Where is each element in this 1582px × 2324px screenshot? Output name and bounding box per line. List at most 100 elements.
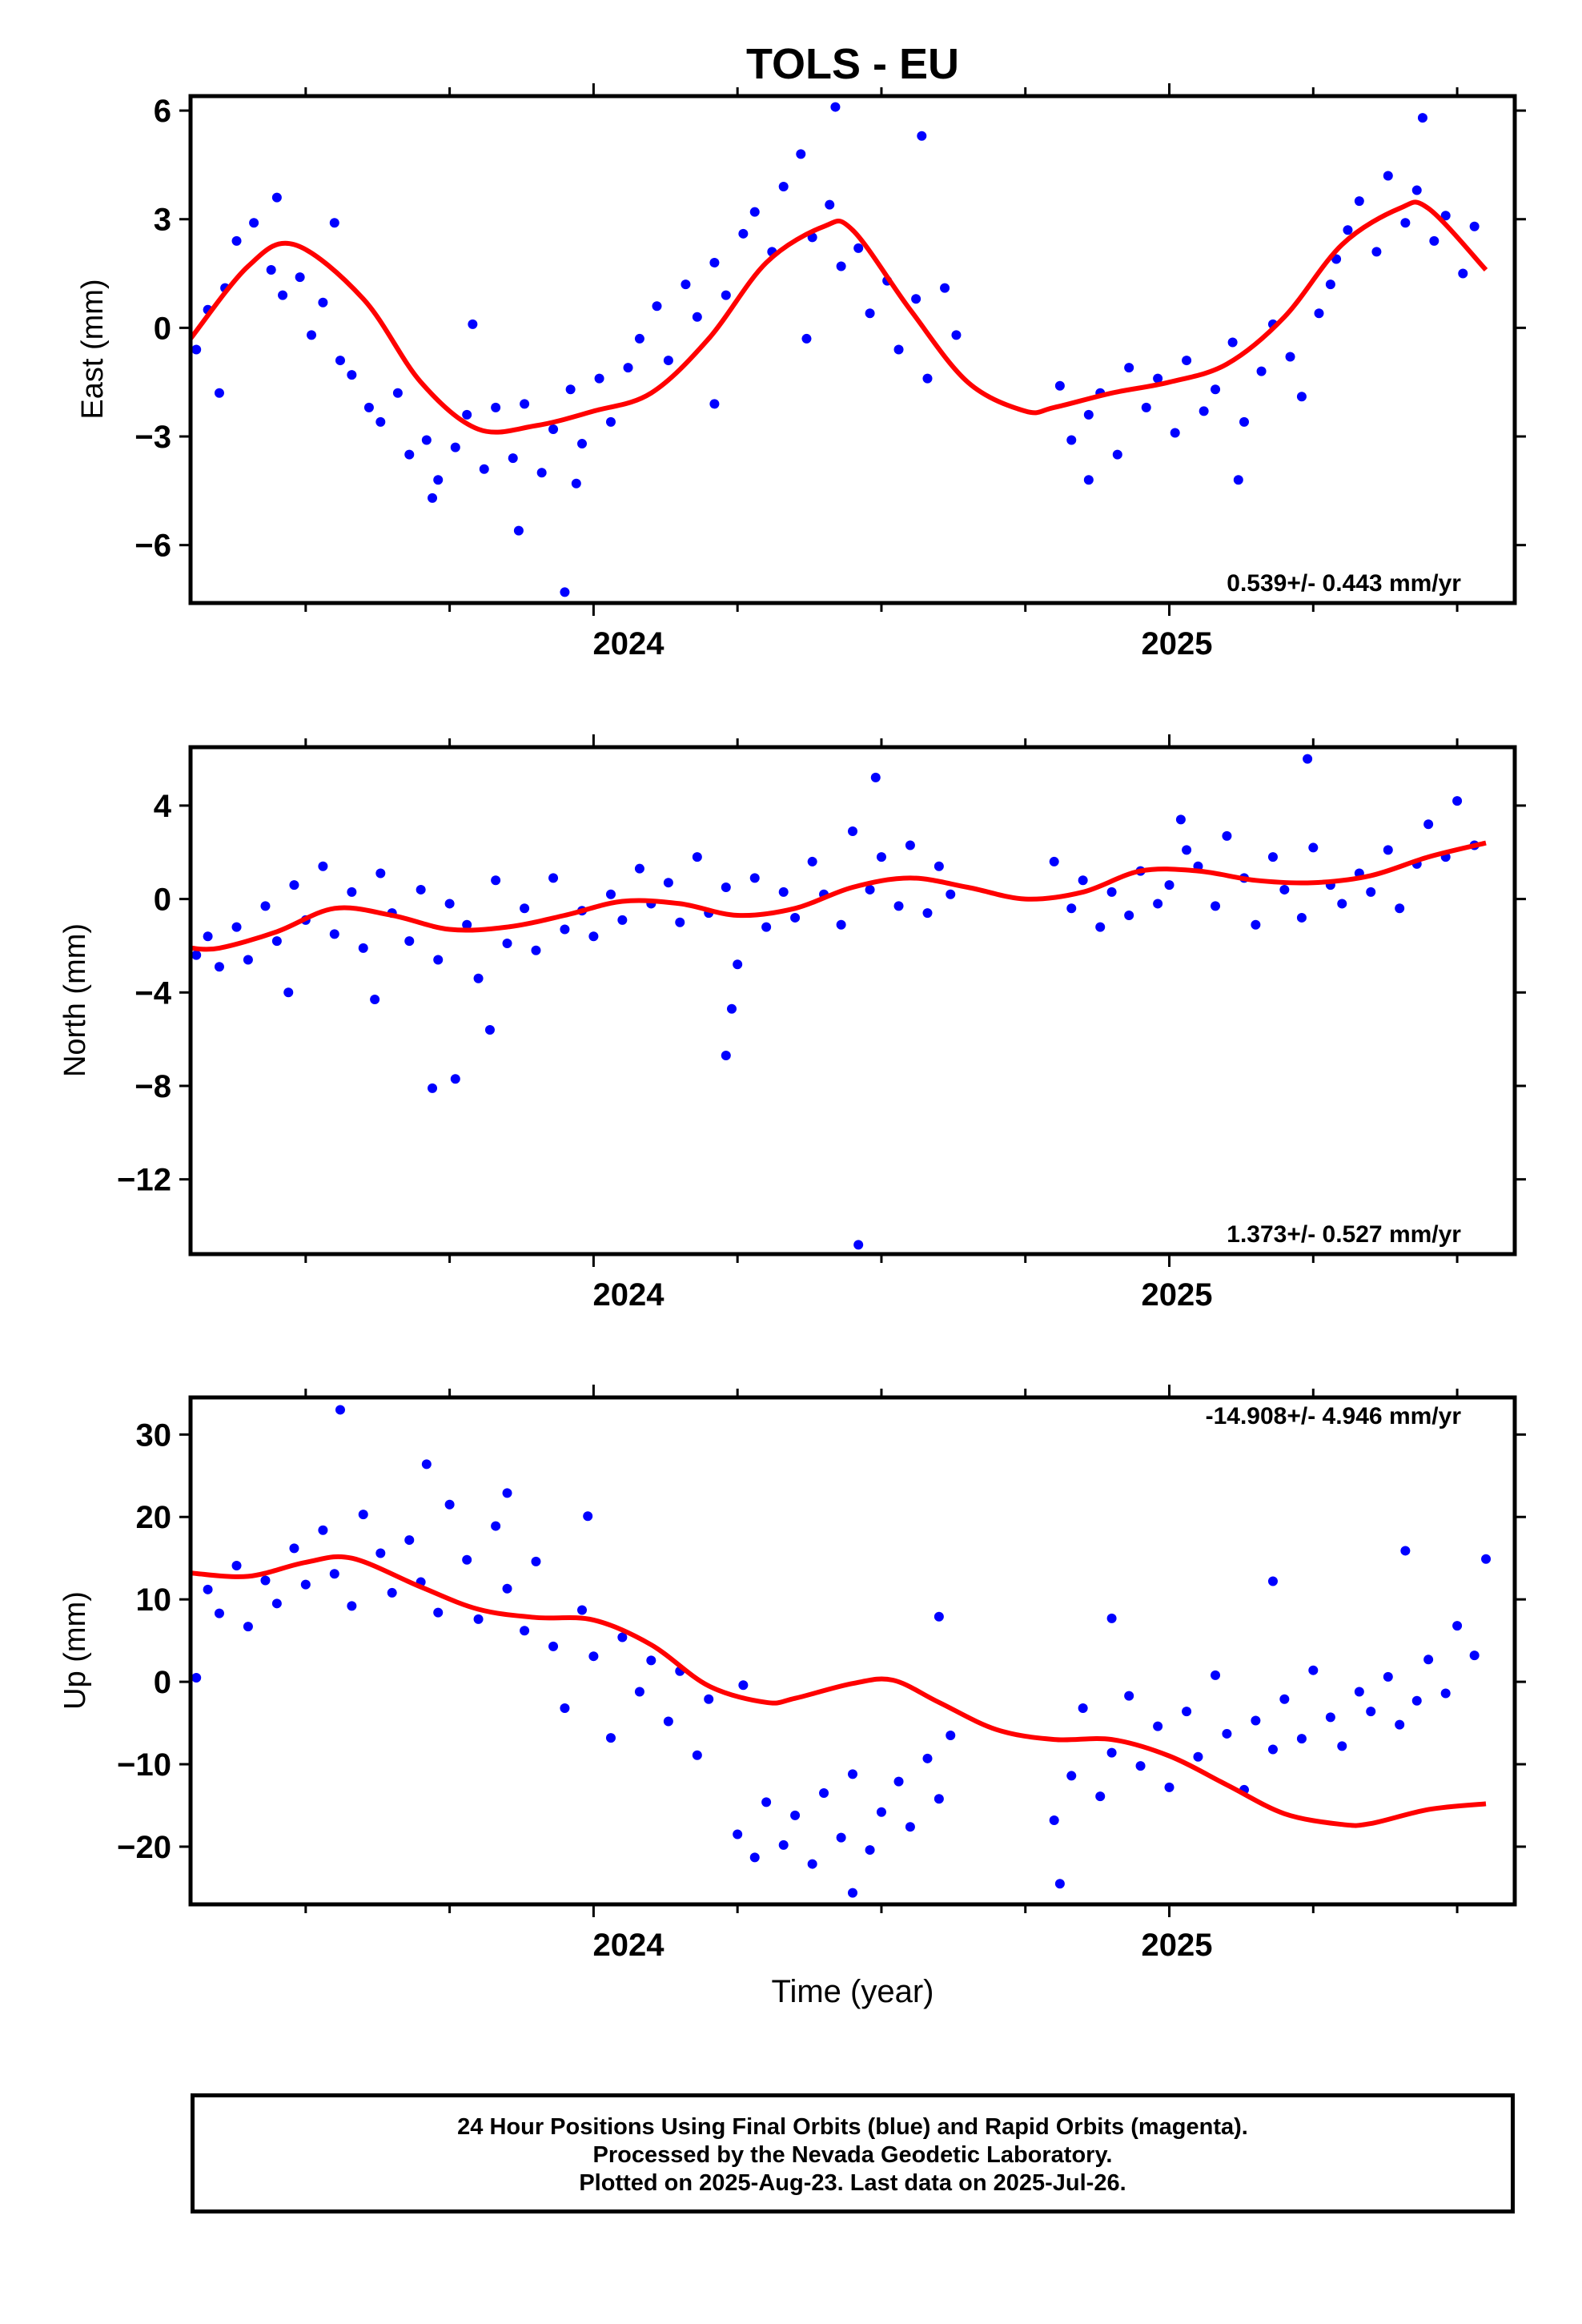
panel-north: −12 −8 −4 0 4 North (mm) 1.373+/- 0.527 mm/y… xyxy=(58,734,1526,1313)
north-data-point xyxy=(428,1083,438,1093)
north-data-point xyxy=(1078,875,1088,886)
north-model-curve xyxy=(190,840,1487,952)
up-xtick-label-2024: 2024 xyxy=(593,1928,665,1963)
north-rate-label: 1.373+/- 0.527 mm/yr xyxy=(1227,1221,1461,1248)
up-model-curve xyxy=(190,1554,1487,1828)
east-data-point xyxy=(865,308,875,319)
up-data-point xyxy=(646,1655,656,1666)
north-data-point xyxy=(1049,856,1059,866)
east-data-point xyxy=(801,333,812,344)
up-data-point xyxy=(738,1680,749,1691)
up-data-point xyxy=(761,1797,772,1807)
north-xtick-label-2024: 2024 xyxy=(593,1277,665,1313)
north-data-point xyxy=(1175,814,1186,825)
east-xtick-label-2024: 2024 xyxy=(593,626,665,661)
up-data-point xyxy=(318,1525,328,1535)
east-data-point xyxy=(565,384,576,395)
up-data-point xyxy=(1193,1751,1203,1762)
north-data-point xyxy=(1308,842,1319,853)
north-data-point xyxy=(329,929,339,939)
up-data-point xyxy=(946,1731,956,1740)
north-data-point xyxy=(790,912,801,923)
east-data-point xyxy=(318,297,328,308)
east-data-point xyxy=(1325,279,1335,290)
east-data-point xyxy=(295,272,305,283)
north-data-point xyxy=(433,955,444,965)
up-data-point xyxy=(531,1556,541,1566)
east-data-point xyxy=(1343,225,1353,235)
up-ytick-label: −20 xyxy=(117,1830,171,1865)
north-data-point xyxy=(347,887,357,897)
east-data-point xyxy=(709,257,720,267)
north-data-point xyxy=(1106,887,1117,897)
north-data-point xyxy=(548,873,559,883)
up-data-point xyxy=(1211,1670,1221,1680)
figure-title: TOLS - EU xyxy=(746,40,959,88)
east-ytick-label: 3 xyxy=(154,203,171,238)
up-data-point xyxy=(243,1622,253,1632)
up-data-point xyxy=(433,1607,444,1618)
up-data-point xyxy=(1423,1655,1434,1665)
up-data-point xyxy=(502,1583,512,1594)
east-ytick-label: 6 xyxy=(154,94,171,129)
up-data-point xyxy=(1222,1728,1232,1739)
north-data-point xyxy=(761,922,772,932)
north-data-point xyxy=(1303,754,1313,764)
up-data-point xyxy=(1481,1554,1492,1564)
footer-line-2: Processed by the Nevada Geodetic Laborat… xyxy=(592,2142,1113,2168)
up-data-point xyxy=(462,1554,472,1565)
up-data-point xyxy=(1400,1546,1411,1556)
up-data-point xyxy=(1452,1621,1463,1631)
up-data-point xyxy=(790,1810,801,1820)
north-data-point xyxy=(484,1024,495,1035)
north-data-point xyxy=(318,861,328,871)
up-data-point xyxy=(922,1753,933,1763)
up-data-point xyxy=(1153,1721,1163,1731)
east-data-point xyxy=(214,388,224,398)
east-model-curve xyxy=(188,199,1488,435)
north-data-point xyxy=(1423,819,1434,830)
east-data-point xyxy=(1285,352,1295,362)
up-data-point xyxy=(1395,1719,1405,1730)
up-data-point xyxy=(214,1608,224,1618)
east-data-point xyxy=(1141,402,1151,412)
north-ylabel: North (mm) xyxy=(58,923,92,1077)
east-data-point xyxy=(594,373,604,384)
north-data-point xyxy=(462,919,472,930)
north-data-point xyxy=(473,973,484,983)
north-data-point xyxy=(893,901,904,911)
east-plot-layer: −6 −3 0 3 6 xyxy=(135,83,1526,616)
north-data-point xyxy=(502,939,512,949)
up-data-point xyxy=(1366,1707,1376,1717)
up-data-point xyxy=(1267,1744,1278,1755)
north-data-point xyxy=(560,924,570,935)
up-data-point xyxy=(502,1488,512,1498)
up-data-point xyxy=(1440,1688,1451,1699)
east-data-point xyxy=(1054,380,1065,391)
north-data-point xyxy=(289,880,299,891)
north-data-point xyxy=(836,919,846,930)
east-data-point xyxy=(404,449,415,460)
east-data-point xyxy=(1354,196,1364,207)
east-data-point xyxy=(428,493,438,503)
north-ytick-label: 4 xyxy=(154,789,172,824)
up-ytick-label: 10 xyxy=(136,1582,172,1618)
east-data-point xyxy=(1417,113,1427,123)
east-data-point xyxy=(421,435,432,445)
up-data-point xyxy=(1054,1879,1065,1889)
up-data-point xyxy=(560,1703,570,1714)
up-data-point xyxy=(617,1632,628,1642)
north-data-point xyxy=(416,884,426,895)
up-data-point xyxy=(1279,1694,1290,1704)
north-data-point xyxy=(243,955,253,965)
up-data-point xyxy=(1325,1712,1335,1723)
up-data-point xyxy=(1251,1715,1261,1726)
east-data-point xyxy=(1256,366,1267,376)
up-data-point xyxy=(548,1641,559,1651)
north-data-point xyxy=(1267,852,1278,862)
east-data-point xyxy=(508,453,518,464)
north-data-point xyxy=(491,875,501,886)
north-ytick-label: −4 xyxy=(135,975,171,1011)
up-data-point xyxy=(347,1601,357,1611)
panel-east: −6 −3 0 3 6 East (mm) 0.539+/- 0.443 mm/yr 2… xyxy=(76,83,1526,661)
